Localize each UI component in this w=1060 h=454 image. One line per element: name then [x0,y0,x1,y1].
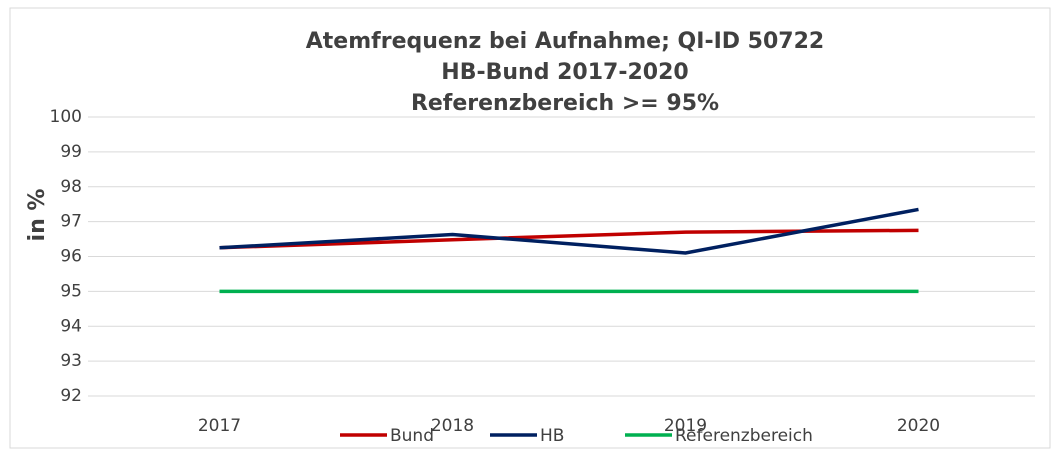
y-tick-label: 96 [60,247,82,267]
y-tick-label: 99 [60,142,82,162]
y-axis-label: in % [25,189,50,242]
chart-frame [9,7,1051,449]
y-tick-label: 93 [60,351,82,371]
legend-label: Bund [390,426,434,446]
chart-title: Referenzbereich >= 95% [411,91,719,116]
x-tick-label: 2020 [897,416,940,436]
chart-title: HB-Bund 2017-2020 [441,60,688,85]
chart-title: Atemfrequenz bei Aufnahme; QI-ID 50722 [306,29,824,54]
x-tick-label: 2018 [431,416,474,436]
y-tick-label: 95 [60,281,82,301]
legend-label: HB [540,426,564,446]
legend-label: Referenzbereich [675,426,813,446]
y-tick-label: 97 [60,212,82,232]
y-tick-label: 94 [60,316,82,336]
x-tick-label: 2017 [198,416,241,436]
y-tick-label: 98 [60,177,82,197]
y-tick-label: 92 [60,386,82,406]
data-line [219,207,919,255]
y-tick-label: 100 [50,107,82,127]
x-tick-label: 2019 [664,416,707,436]
